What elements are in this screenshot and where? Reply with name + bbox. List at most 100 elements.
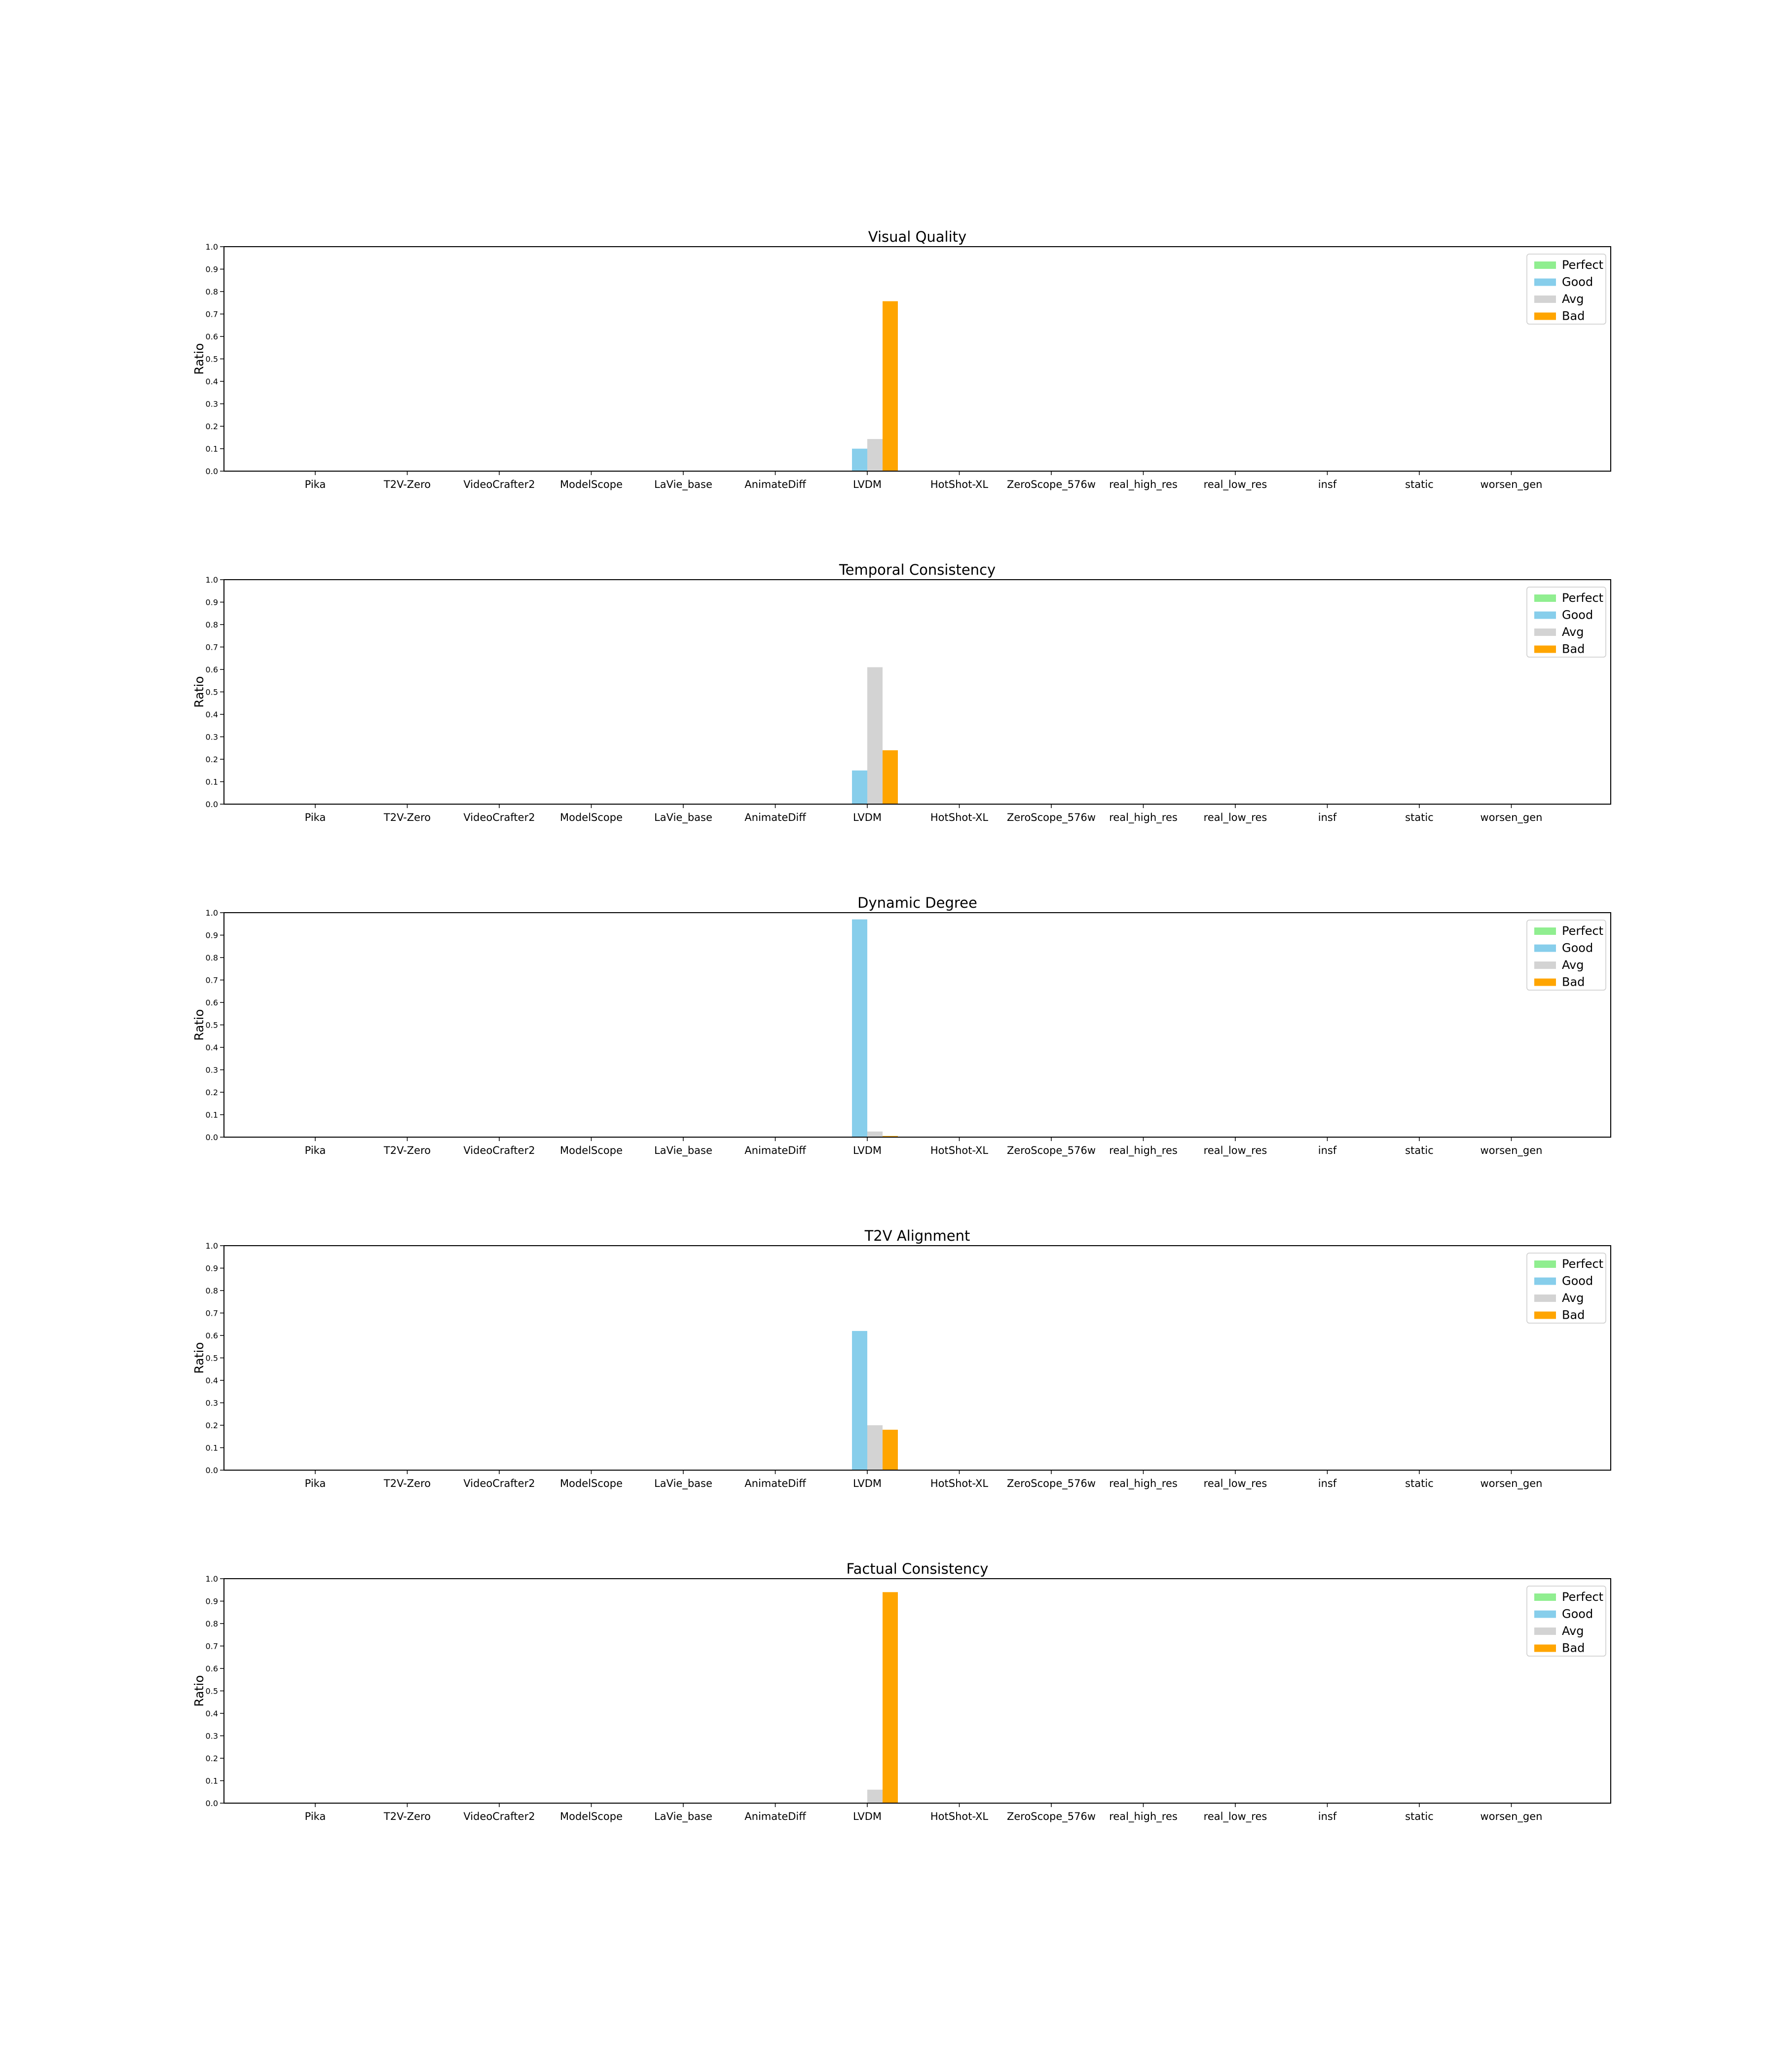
legend-label: Perfect [1562, 924, 1603, 938]
x-tick-label: ZeroScope_576w [1007, 1145, 1096, 1157]
x-tick-label: static [1405, 1145, 1434, 1156]
legend-label: Avg [1562, 1291, 1584, 1305]
chart-panel: Dynamic Degree 0.0 0.1 0.2 0.3 0.4 0.5 0.6 0.7 0.… [192, 894, 1611, 1157]
bar-good [852, 770, 867, 804]
legend-label: Avg [1562, 1624, 1584, 1638]
bar-bad [883, 1592, 898, 1803]
x-tick-label: Pika [305, 1478, 326, 1489]
x-tick-label: HotShot-XL [930, 479, 989, 490]
legend-swatch-perfect [1534, 927, 1556, 935]
x-tick-label: LVDM [853, 1811, 882, 1822]
x-tick-label: VideoCrafter2 [463, 1811, 535, 1822]
y-tick-label: 0.1 [206, 1443, 218, 1453]
y-tick-label: 0.8 [206, 1286, 218, 1295]
y-tick-label: 0.5 [206, 1354, 218, 1363]
x-tick-label: ModelScope [560, 1145, 623, 1156]
chart-panel: T2V Alignment 0.0 0.1 0.2 0.3 0.4 0.5 0.6 0.7 0.8… [192, 1227, 1611, 1490]
legend-label: Good [1562, 1607, 1593, 1621]
y-tick-label: 0.3 [206, 1399, 218, 1408]
y-tick-label: 0.5 [206, 355, 218, 364]
y-tick-label: 0.5 [206, 688, 218, 697]
bar-avg [867, 1789, 883, 1803]
legend-label: Bad [1562, 309, 1585, 323]
x-tick-label: LaVie_base [654, 1478, 712, 1490]
y-tick-label: 0.3 [206, 1732, 218, 1741]
legend-swatch-good [1534, 1610, 1556, 1618]
x-tick-label: T2V-Zero [383, 1478, 431, 1489]
y-tick-label: 0.8 [206, 1619, 218, 1628]
y-tick-label: 0.2 [206, 755, 218, 764]
axes-frame [223, 912, 1611, 1138]
legend-label: Avg [1562, 625, 1584, 639]
legend-label: Avg [1562, 292, 1584, 306]
x-tick-label: HotShot-XL [930, 1145, 989, 1156]
legend-swatch-avg [1534, 1295, 1556, 1302]
y-tick-label: 0.9 [206, 931, 218, 940]
legend: Perfect Good Avg Bad [1526, 254, 1606, 325]
y-tick-label: 0.2 [206, 1088, 218, 1097]
x-tick-label: worsen_gen [1480, 1811, 1543, 1823]
x-tick-label: real_high_res [1109, 479, 1178, 491]
legend-label: Good [1562, 608, 1593, 622]
y-tick-label: 0.5 [206, 1687, 218, 1696]
x-tick-label: ZeroScope_576w [1007, 1478, 1096, 1490]
x-tick-label: AnimateDiff [744, 1478, 806, 1489]
y-tick-label: 0.1 [206, 1776, 218, 1786]
bar-avg [867, 667, 883, 804]
x-tick-label: ModelScope [560, 1478, 623, 1489]
legend-swatch-bad [1534, 1311, 1556, 1319]
legend-box [1526, 587, 1606, 658]
x-tick-label: LaVie_base [654, 479, 712, 491]
x-tick-label: real_low_res [1204, 1811, 1267, 1823]
y-tick-label: 0.4 [206, 1709, 218, 1718]
x-tick-label: VideoCrafter2 [463, 1478, 535, 1489]
legend-swatch-good [1534, 278, 1556, 286]
bar-bad [883, 1430, 898, 1470]
axes-frame [223, 1245, 1611, 1471]
legend-label: Avg [1562, 958, 1584, 972]
y-tick-label: 0.9 [206, 1264, 218, 1273]
y-tick-label: 0.0 [206, 467, 218, 476]
y-tick-label: 0.6 [206, 998, 218, 1007]
axes-frame [223, 1578, 1611, 1804]
y-tick-label: 0.0 [206, 1466, 218, 1475]
x-tick-label: worsen_gen [1480, 812, 1543, 824]
y-tick-label: 0.9 [206, 1597, 218, 1606]
legend-swatch-perfect [1534, 1260, 1556, 1268]
legend-swatch-good [1534, 611, 1556, 619]
legend-label: Good [1562, 1274, 1593, 1288]
x-tick-label: insf [1318, 812, 1337, 823]
x-tick-label: ModelScope [560, 812, 623, 823]
x-tick-label: real_low_res [1204, 1478, 1267, 1490]
x-tick-label: T2V-Zero [383, 812, 431, 823]
y-tick-label: 1.0 [206, 1241, 218, 1251]
legend: Perfect Good Avg Bad [1526, 587, 1606, 658]
x-tick-label: LaVie_base [654, 1145, 712, 1157]
y-tick-label: 0.8 [206, 953, 218, 962]
y-tick-label: 0.7 [206, 1309, 218, 1318]
x-tick-label: ModelScope [560, 479, 623, 490]
legend-label: Perfect [1562, 258, 1603, 272]
legend-box [1526, 254, 1606, 325]
y-tick-label: 0.4 [206, 377, 218, 386]
x-tick-label: T2V-Zero [383, 1811, 431, 1822]
x-tick-label: insf [1318, 1145, 1337, 1156]
y-tick-label: 0.1 [206, 444, 218, 454]
x-tick-label: ZeroScope_576w [1007, 479, 1096, 491]
legend-swatch-bad [1534, 312, 1556, 320]
legend-swatch-bad [1534, 978, 1556, 986]
x-tick-label: AnimateDiff [744, 812, 806, 823]
legend-swatch-perfect [1534, 594, 1556, 602]
bar-good [852, 919, 867, 1137]
y-tick-label: 0.4 [206, 1043, 218, 1052]
y-tick-label: 0.3 [206, 733, 218, 742]
y-tick-label: 0.6 [206, 1331, 218, 1340]
x-tick-label: AnimateDiff [744, 1145, 806, 1156]
legend-label: Good [1562, 941, 1593, 955]
x-tick-label: LVDM [853, 812, 882, 823]
legend-label: Bad [1562, 1308, 1585, 1322]
chart-panel: Visual Quality 0.0 0.1 0.2 0.3 0.4 0.5 0.6 0.7 0.… [192, 228, 1611, 491]
x-tick-label: LVDM [853, 1145, 882, 1156]
y-axis-label: Ratio [192, 1675, 206, 1706]
chart-title: Temporal Consistency [839, 561, 996, 578]
